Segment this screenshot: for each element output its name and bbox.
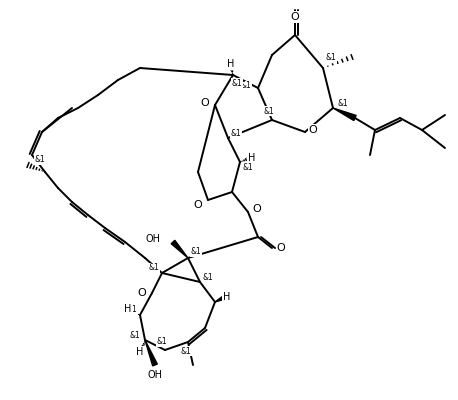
Text: H: H bbox=[224, 292, 231, 302]
Text: &1: &1 bbox=[149, 264, 159, 272]
Text: O: O bbox=[201, 98, 209, 108]
Polygon shape bbox=[333, 108, 356, 120]
Text: &1: &1 bbox=[157, 338, 167, 346]
Text: O: O bbox=[253, 204, 262, 214]
Text: O: O bbox=[137, 288, 147, 298]
Polygon shape bbox=[171, 240, 188, 258]
Text: H: H bbox=[136, 347, 144, 357]
Text: &1: &1 bbox=[240, 82, 251, 90]
Text: &1: &1 bbox=[338, 98, 349, 108]
Text: &1: &1 bbox=[180, 346, 191, 356]
Polygon shape bbox=[215, 295, 226, 302]
Text: &1: &1 bbox=[231, 128, 241, 138]
Text: &1: &1 bbox=[232, 78, 242, 88]
Text: &1: &1 bbox=[202, 272, 213, 282]
Text: O: O bbox=[309, 125, 317, 135]
Polygon shape bbox=[145, 340, 157, 366]
Text: OH: OH bbox=[147, 370, 163, 380]
Text: O: O bbox=[194, 200, 202, 210]
Text: &1: &1 bbox=[130, 330, 140, 340]
Text: &1: &1 bbox=[191, 248, 202, 256]
Text: H: H bbox=[227, 59, 234, 69]
Text: &1: &1 bbox=[326, 54, 336, 62]
Text: &1: &1 bbox=[126, 306, 137, 314]
Text: H: H bbox=[124, 304, 132, 314]
Text: &1: &1 bbox=[243, 164, 253, 172]
Text: OH: OH bbox=[146, 234, 161, 244]
Text: H: H bbox=[248, 153, 256, 163]
Text: &1: &1 bbox=[264, 106, 274, 116]
Text: O: O bbox=[277, 243, 285, 253]
Text: O: O bbox=[291, 12, 300, 22]
Text: &1: &1 bbox=[35, 156, 45, 164]
